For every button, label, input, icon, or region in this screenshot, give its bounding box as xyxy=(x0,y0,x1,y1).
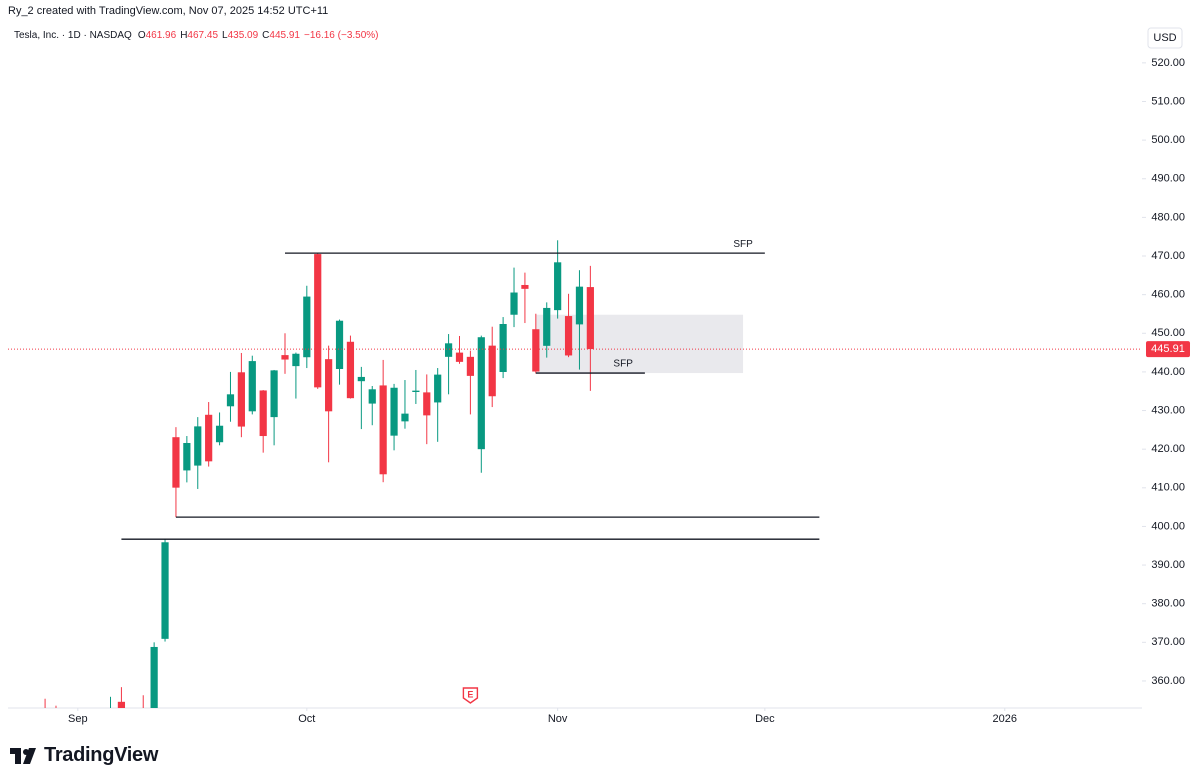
y-tick-label: 510.00 xyxy=(1151,95,1185,107)
candle-body xyxy=(41,712,48,721)
y-tick-label: 410.00 xyxy=(1151,482,1185,494)
candle-body xyxy=(488,345,496,397)
candle-body xyxy=(314,254,322,388)
candle-body xyxy=(477,337,485,450)
candle-body xyxy=(215,425,224,443)
ohlc-label: L xyxy=(222,30,228,41)
y-tick-label: 440.00 xyxy=(1151,366,1185,378)
candle-body xyxy=(52,716,59,735)
ohlc-value: 467.45 xyxy=(187,30,219,41)
candle-body xyxy=(499,324,507,372)
candle-body xyxy=(292,353,300,367)
candle-body xyxy=(259,390,267,437)
candle-body xyxy=(303,296,311,358)
level-label: SFP xyxy=(613,359,633,370)
x-tick-label: Nov xyxy=(548,713,568,725)
candle-body xyxy=(575,286,584,325)
candle-body xyxy=(401,413,409,422)
candle-body xyxy=(368,389,376,404)
y-tick-label: 400.00 xyxy=(1151,520,1185,532)
candle-body xyxy=(586,287,594,350)
y-tick-label: 380.00 xyxy=(1151,598,1185,610)
change: −16.16 (−3.50%) xyxy=(304,30,379,41)
candle-body xyxy=(107,716,114,727)
logo-icon xyxy=(10,747,36,764)
candle-body xyxy=(346,341,355,399)
y-tick-label: 390.00 xyxy=(1151,559,1185,571)
candle-body xyxy=(543,307,551,346)
candle-body xyxy=(379,385,387,475)
event-marker xyxy=(462,687,479,704)
currency-box[interactable] xyxy=(1147,27,1183,49)
x-tick-label: 2026 xyxy=(993,713,1017,725)
candle-body xyxy=(412,390,420,392)
candle-body xyxy=(172,437,180,488)
chart: USD 360.00 370.00 380.00 390.00 400.00 410.00… xyxy=(8,27,1190,740)
level-label: SFP xyxy=(733,239,753,250)
candle-body xyxy=(532,329,540,372)
ohlc-label: C xyxy=(262,30,270,41)
x-tick-label: Dec xyxy=(755,713,775,725)
x-tick-label: Oct xyxy=(298,713,315,725)
candle-body xyxy=(161,542,169,639)
candle-body xyxy=(390,387,398,436)
y-tick-label: 470.00 xyxy=(1151,250,1185,262)
symbol-legend: Tesla, Inc. · 1D · NASDAQ O 461.96 H 467.4… xyxy=(14,30,379,41)
candle-body xyxy=(270,370,278,418)
candle-body xyxy=(140,717,147,728)
candle-body xyxy=(455,352,464,362)
ohlc-label: O xyxy=(137,30,146,41)
y-tick-label: 450.00 xyxy=(1151,327,1185,339)
candle-body xyxy=(434,374,442,403)
candle-body xyxy=(335,320,344,370)
candle-body xyxy=(237,372,245,427)
ohlc-value: 435.09 xyxy=(227,30,259,41)
x-tick-label: Sep xyxy=(68,713,88,725)
candle-body xyxy=(183,442,191,471)
candle-body xyxy=(554,262,562,311)
ohlc-label: H xyxy=(180,30,188,41)
candle-body xyxy=(248,361,256,412)
last-price-box xyxy=(1146,341,1190,358)
candle-body xyxy=(63,730,70,740)
y-tick-label: 430.00 xyxy=(1151,404,1185,416)
candle-body xyxy=(150,646,158,708)
symbol: Tesla, Inc. · 1D · NASDAQ xyxy=(14,30,132,41)
attribution: Ry_2 created with TradingView.com, Nov 0… xyxy=(8,5,329,17)
candle-body xyxy=(510,292,518,315)
candle-body xyxy=(466,356,474,376)
y-tick-label: 370.00 xyxy=(1151,636,1185,648)
candle-body xyxy=(129,726,136,732)
candle-body xyxy=(194,426,202,466)
candle-body xyxy=(281,355,289,360)
candle-body xyxy=(226,394,235,407)
logo-text: TradingView xyxy=(44,744,159,766)
y-tick-label: 490.00 xyxy=(1151,173,1185,185)
y-tick-label: 520.00 xyxy=(1151,57,1185,69)
candle-body xyxy=(444,343,453,357)
tradingview-logo[interactable]: TradingView xyxy=(10,744,158,767)
y-tick-label: 500.00 xyxy=(1151,134,1185,146)
currency[interactable]: USD xyxy=(1153,32,1176,44)
candle-body xyxy=(521,284,529,289)
plot-area xyxy=(41,240,820,740)
candle-body xyxy=(357,376,365,382)
y-tick-label: 360.00 xyxy=(1151,675,1185,687)
event-label: E xyxy=(467,689,473,699)
candle-body xyxy=(325,359,333,412)
y-tick-label: 420.00 xyxy=(1151,443,1185,455)
candle-body xyxy=(117,701,126,708)
ohlc-value: 445.91 xyxy=(269,30,300,41)
candle-body xyxy=(423,392,431,416)
last-price-label: 445.91 xyxy=(1151,343,1185,355)
candle-body xyxy=(205,414,213,462)
ohlc-value: 461.96 xyxy=(145,30,177,41)
y-tick-label: 460.00 xyxy=(1151,289,1185,301)
y-tick-label: 480.00 xyxy=(1151,211,1185,223)
candle-body xyxy=(564,316,573,356)
